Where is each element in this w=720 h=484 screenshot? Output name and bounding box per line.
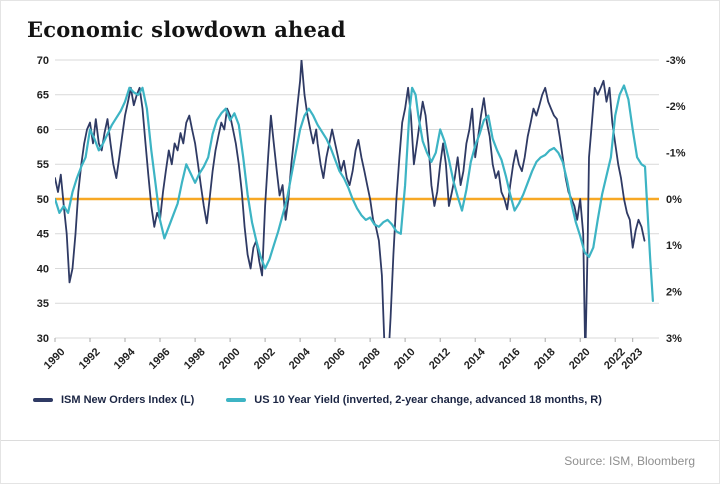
chart-title: Economic slowdown ahead [27,17,346,42]
svg-text:-2%: -2% [666,101,686,113]
svg-text:30: 30 [37,333,49,345]
left-axis-labels: 30 35 40 45 50 55 60 65 70 [37,55,49,345]
ism-line-swatch-icon [33,398,53,402]
svg-text:70: 70 [37,55,49,67]
svg-text:2002: 2002 [252,346,278,372]
svg-text:1996: 1996 [147,346,173,372]
svg-text:2018: 2018 [532,346,558,372]
yield-line-swatch-icon [226,398,247,402]
svg-text:2000: 2000 [217,346,243,372]
svg-text:55: 55 [37,159,49,171]
x-axis-labels: 1990 1992 1994 1996 1998 2000 2002 2004 2006 2008… [42,338,645,372]
chart-legend: ISM New Orders Index (L) US 10 Year Yiel… [33,394,695,406]
svg-text:2006: 2006 [322,346,348,372]
svg-text:2%: 2% [666,287,682,299]
source-row: Source: ISM, Bloomberg [1,440,719,483]
ism-series-line [55,60,646,338]
legend-item-yield: US 10 Year Yield (inverted, 2-year chang… [226,394,602,406]
svg-text:2016: 2016 [497,346,523,372]
legend-item-ism: ISM New Orders Index (L) [33,394,194,406]
svg-text:1994: 1994 [112,345,138,371]
svg-text:2008: 2008 [357,346,383,372]
svg-text:3%: 3% [666,333,682,345]
right-axis-labels: -3% -2% -1% 0% 1% 2% 3% [666,55,686,345]
svg-text:2014: 2014 [462,345,488,371]
svg-text:50: 50 [37,194,49,206]
svg-text:60: 60 [37,124,49,136]
svg-text:2012: 2012 [427,346,453,372]
svg-text:35: 35 [37,298,49,310]
svg-text:1998: 1998 [182,346,208,372]
source-text: Source: ISM, Bloomberg [564,454,695,468]
svg-text:1990: 1990 [42,346,68,372]
legend-label-ism: ISM New Orders Index (L) [61,394,195,406]
svg-text:-1%: -1% [666,148,686,160]
svg-text:65: 65 [37,90,49,102]
svg-text:1%: 1% [666,240,682,252]
svg-text:40: 40 [37,263,49,275]
svg-text:2004: 2004 [287,345,313,371]
legend-label-yield: US 10 Year Yield (inverted, 2-year chang… [254,394,602,406]
svg-text:2023: 2023 [619,346,645,372]
svg-text:0%: 0% [666,194,682,206]
svg-text:2020: 2020 [567,346,593,372]
yield-series-line [55,84,655,302]
svg-text:2010: 2010 [392,346,418,372]
svg-text:1992: 1992 [77,346,103,372]
svg-text:-3%: -3% [666,55,686,67]
svg-text:45: 45 [37,229,49,241]
